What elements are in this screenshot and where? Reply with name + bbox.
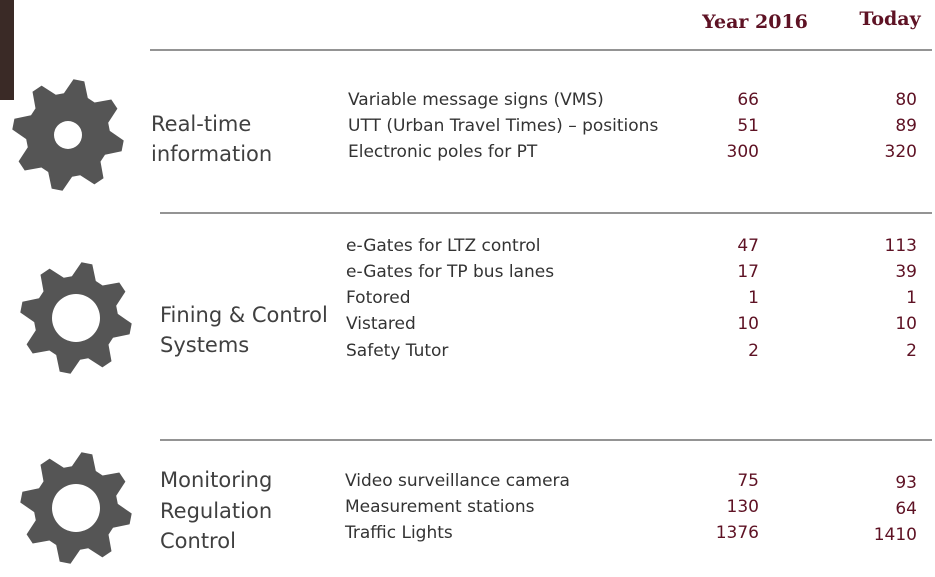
row-label: Measurement stations — [345, 497, 535, 517]
row-label: Video surveillance camera — [345, 471, 570, 491]
section-title: Monitoring — [160, 468, 272, 492]
corner-image — [0, 0, 14, 100]
year-2016-value: 10 — [737, 314, 759, 334]
row-label: UTT (Urban Travel Times) – positions — [348, 116, 658, 136]
today-value: 89 — [895, 116, 917, 136]
column-header: Today — [859, 8, 921, 30]
today-value: 1 — [906, 288, 917, 308]
row-label: e-Gates for TP bus lanes — [346, 262, 554, 282]
year-2016-value: 1 — [748, 288, 759, 308]
today-value: 2 — [906, 341, 917, 361]
section-title: Fining & Control — [160, 303, 328, 327]
row-label: e-Gates for LTZ control — [346, 236, 540, 256]
year-2016-value: 47 — [737, 236, 759, 256]
year-2016-value: 1376 — [716, 523, 759, 543]
year-2016-value: 75 — [737, 471, 759, 491]
row-label: Electronic poles for PT — [348, 142, 538, 162]
row-label: Safety Tutor — [346, 341, 448, 361]
year-2016-value: 66 — [737, 90, 759, 110]
today-value: 1410 — [874, 525, 917, 545]
row-label: Traffic Lights — [344, 523, 453, 543]
today-value: 320 — [885, 142, 917, 162]
gear-hole — [52, 484, 100, 532]
section-title: Control — [160, 529, 236, 553]
year-2016-value: 51 — [737, 116, 759, 136]
gear-hole — [52, 294, 100, 342]
year-2016-value: 17 — [737, 262, 759, 282]
row-label: Variable message signs (VMS) — [348, 90, 604, 110]
column-header: Year 2016 — [701, 11, 808, 33]
today-value: 10 — [895, 314, 917, 334]
row-label: Fotored — [346, 288, 411, 308]
section-title: Real-time — [151, 112, 251, 136]
year-2016-value: 300 — [727, 142, 759, 162]
today-value: 39 — [895, 262, 917, 282]
today-value: 64 — [895, 499, 917, 519]
section-title: Regulation — [160, 499, 272, 523]
today-value: 113 — [885, 236, 917, 256]
row-label: Vistared — [346, 314, 416, 334]
today-value: 93 — [895, 473, 917, 493]
section-title: information — [151, 142, 272, 166]
year-2016-value: 2 — [748, 341, 759, 361]
today-value: 80 — [895, 90, 917, 110]
section-title: Systems — [160, 333, 249, 357]
gear-hole — [54, 121, 82, 149]
year-2016-value: 130 — [727, 497, 759, 517]
